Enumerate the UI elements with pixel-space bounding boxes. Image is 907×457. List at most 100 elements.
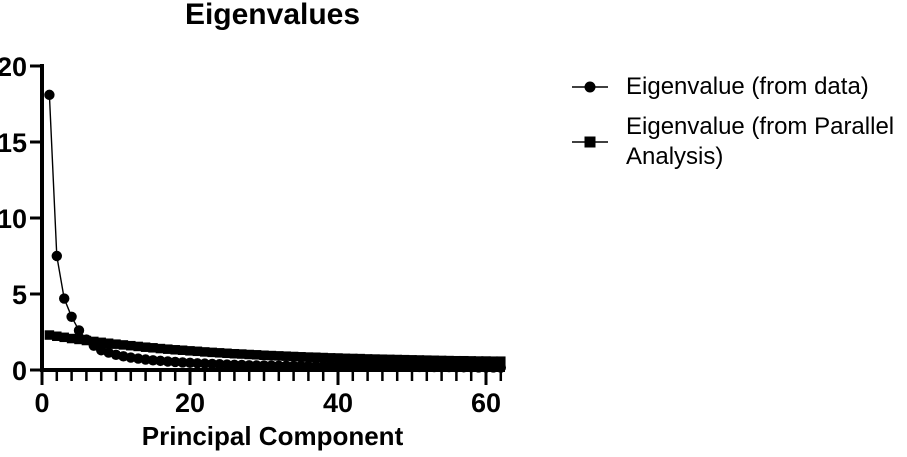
square-point xyxy=(414,355,425,365)
y-tick-label: 15 xyxy=(0,128,27,158)
circle-point xyxy=(347,361,358,372)
square-point xyxy=(481,356,491,366)
square-point xyxy=(288,351,299,362)
square-point xyxy=(185,346,195,356)
square-marker-icon xyxy=(572,136,608,148)
circle-point xyxy=(229,359,240,371)
circle-point xyxy=(66,311,77,322)
square-point xyxy=(229,348,240,359)
square-point xyxy=(133,341,143,352)
legend-label-eigenvalue-parallel: Eigenvalue (from Parallel Analysis) xyxy=(626,113,895,170)
y-tick-label: 0 xyxy=(12,356,27,386)
square-point xyxy=(281,351,291,361)
square-point xyxy=(266,350,277,361)
circle-point xyxy=(199,358,210,369)
circle-point xyxy=(44,89,55,101)
circle-point xyxy=(207,358,218,370)
x-tick-label: 40 xyxy=(323,388,353,418)
square-point xyxy=(74,334,84,345)
circle-point xyxy=(184,357,196,369)
legend-label-eigenvalue-data: Eigenvalue (from data) xyxy=(626,73,869,100)
legend-square-glyph xyxy=(584,136,596,148)
circle-point xyxy=(303,360,314,372)
circle-point xyxy=(251,360,262,371)
circle-point xyxy=(318,361,329,372)
square-point xyxy=(52,331,62,342)
square-point xyxy=(436,355,447,366)
circle-point xyxy=(340,361,351,372)
square-point xyxy=(422,355,432,365)
legend: Eigenvalue (from data) Eigenvalue (from … xyxy=(572,72,907,172)
chart-plot-area: 0 5 10 15 20 0 20 40 60 xyxy=(0,52,506,418)
circle-point xyxy=(362,361,373,372)
square-point xyxy=(59,332,69,343)
square-point xyxy=(392,354,402,365)
square-point xyxy=(488,356,499,366)
square-point xyxy=(348,353,358,364)
square-point xyxy=(251,350,262,360)
square-point xyxy=(81,335,92,346)
square-point xyxy=(459,355,469,366)
series-line xyxy=(48,94,501,369)
legend-circle-glyph xyxy=(584,81,596,93)
circle-point xyxy=(221,359,233,370)
square-point xyxy=(155,343,166,354)
square-point xyxy=(325,353,336,363)
square-point xyxy=(207,347,217,358)
square-point xyxy=(496,356,506,366)
square-point xyxy=(259,350,269,361)
square-point xyxy=(222,348,232,359)
circle-point xyxy=(288,360,299,372)
square-point xyxy=(163,344,173,354)
circle-point xyxy=(192,358,203,369)
circle-point xyxy=(325,361,336,372)
square-point xyxy=(362,354,373,364)
circle-point xyxy=(377,361,388,372)
square-point xyxy=(370,354,380,364)
legend-item-eigenvalue-parallel: Eigenvalue (from Parallel Analysis) xyxy=(572,112,907,172)
square-point xyxy=(333,353,343,363)
circle-point xyxy=(258,360,270,371)
y-tick-label: 10 xyxy=(0,204,27,234)
legend-item-eigenvalue-data: Eigenvalue (from data) xyxy=(572,72,907,102)
square-point xyxy=(429,355,439,366)
square-point xyxy=(318,352,328,363)
circle-point xyxy=(244,360,255,371)
series-eigenvalue-data xyxy=(44,89,506,373)
square-point xyxy=(473,356,484,366)
circle-point xyxy=(355,361,366,372)
square-point xyxy=(214,348,225,358)
circle-point xyxy=(162,356,173,367)
square-point xyxy=(244,349,254,360)
square-point xyxy=(311,352,321,362)
square-point xyxy=(103,338,114,348)
square-point xyxy=(66,333,77,344)
y-tick-label: 20 xyxy=(0,52,27,82)
square-point xyxy=(274,351,284,361)
circle-point xyxy=(214,359,225,370)
square-point xyxy=(377,354,388,364)
square-point xyxy=(296,352,306,362)
circle-point xyxy=(170,356,181,368)
x-tick-label: 0 xyxy=(34,388,49,418)
circle-point xyxy=(332,361,344,372)
chart-title: Eigenvalues xyxy=(184,0,361,31)
circle-point xyxy=(58,293,70,304)
square-point xyxy=(355,353,365,364)
square-point xyxy=(385,354,395,365)
square-point xyxy=(126,340,136,351)
y-tick-label: 5 xyxy=(12,280,27,310)
circle-point xyxy=(384,361,395,373)
square-point xyxy=(200,347,210,357)
square-point xyxy=(303,352,314,362)
circle-point xyxy=(51,250,62,262)
x-tick-label: 20 xyxy=(175,388,205,418)
square-point xyxy=(177,345,188,355)
circle-point xyxy=(295,360,307,372)
circle-point xyxy=(266,360,277,371)
square-point xyxy=(111,339,121,349)
square-point xyxy=(148,343,158,353)
square-point xyxy=(407,355,417,365)
square-point xyxy=(399,354,410,365)
square-point xyxy=(44,330,55,340)
